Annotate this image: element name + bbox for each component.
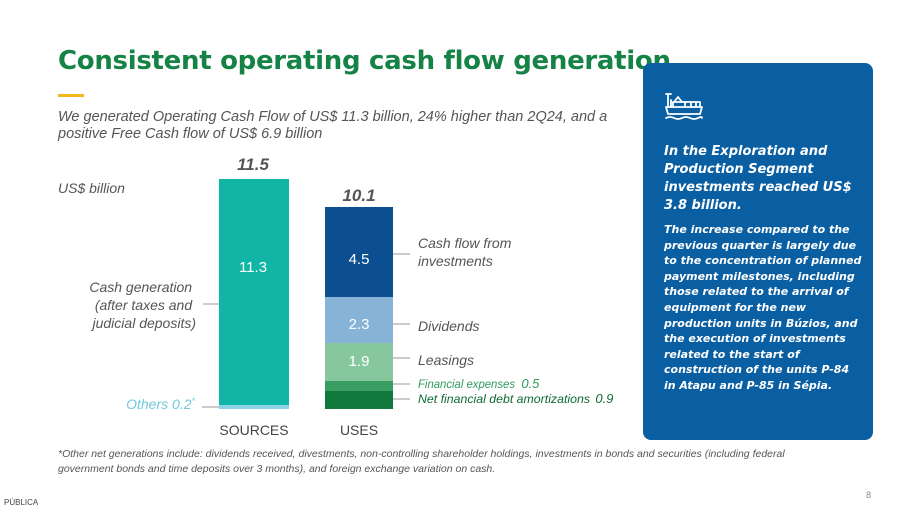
title-accent-line	[58, 94, 84, 97]
value-label-leasings: 1.9	[349, 353, 370, 370]
annotation-dividends: Dividends	[418, 318, 479, 334]
value-label-dividends: 2.3	[349, 316, 370, 333]
bar-uses-net-debt	[325, 391, 393, 409]
value-label-investments: 4.5	[349, 251, 370, 268]
unit-label: US$ billion	[58, 180, 125, 196]
annotation-cash-generation-line-1: Cash generation	[89, 279, 192, 295]
annotation-investments-line-2: investments	[418, 253, 493, 269]
category-label-sources: SOURCES	[219, 422, 288, 438]
cash-flow-chart: US$ billion 11.3 4.5 2.3 1.9 11.5 10.1 S…	[58, 155, 613, 438]
annotation-net-debt: Net financial debt amortizations 0.9	[418, 391, 613, 406]
annotation-net-debt-value: 0.9	[595, 391, 613, 406]
total-label-sources: 11.5	[237, 155, 269, 174]
footnote: *Other net generations include: dividend…	[58, 448, 785, 475]
annotation-financial-expenses-label: Financial expenses	[418, 377, 515, 391]
page-title: Consistent operating cash flow generatio…	[58, 46, 671, 76]
bar-uses-dividends	[325, 297, 393, 343]
bar-uses-leasings	[325, 343, 393, 381]
annotation-net-debt-label: Net financial debt amortizations	[418, 392, 590, 406]
category-label-uses: USES	[340, 422, 378, 438]
classification-label: PÚBLICA	[4, 498, 39, 507]
annotation-leasings: Leasings	[418, 352, 474, 368]
annotation-cash-generation-line-2: (after taxes and	[95, 297, 193, 313]
bar-uses-financial-expenses	[325, 381, 393, 391]
annotation-others-asterisk: *	[191, 396, 195, 406]
annotation-investments: Cash flow from investments	[418, 235, 515, 269]
page-subtitle: We generated Operating Cash Flow of US$ …	[58, 109, 608, 142]
panel-body: The increase compared to the previous qu…	[664, 223, 862, 392]
panel-heading: In the Exploration and Production Segmen…	[664, 144, 852, 213]
highlight-panel: In the Exploration and Production Segmen…	[643, 63, 873, 440]
annotation-others-text: Others 0.2	[126, 396, 192, 412]
bar-sources-others	[219, 405, 289, 409]
annotation-others: Others 0.2*	[126, 396, 195, 412]
value-label-cash-generation: 11.3	[239, 259, 267, 276]
annotation-investments-line-1: Cash flow from	[418, 235, 512, 251]
annotation-financial-expenses-value: 0.5	[521, 376, 540, 391]
page-number: 8	[865, 490, 871, 500]
bar-sources-cash-generation	[219, 179, 289, 405]
annotation-cash-generation: Cash generation (after taxes and judicia…	[89, 279, 196, 331]
oil-platform-icon	[665, 93, 703, 120]
annotation-financial-expenses: Financial expenses 0.5	[418, 376, 540, 391]
total-label-uses: 10.1	[342, 186, 375, 205]
bar-uses-investments	[325, 207, 393, 297]
annotation-cash-generation-line-3: judicial deposits)	[91, 315, 197, 331]
